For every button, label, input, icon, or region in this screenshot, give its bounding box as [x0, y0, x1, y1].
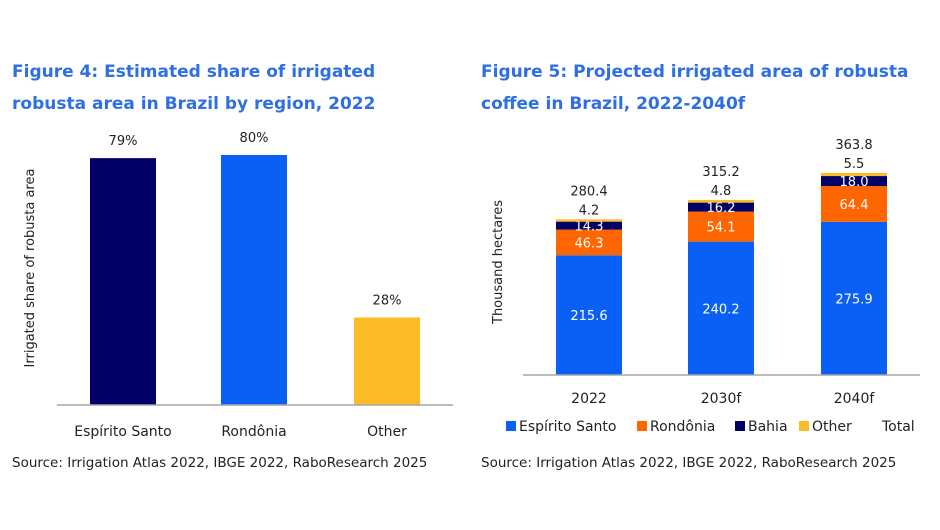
- figure-5-chart: Thousand hectares 215.6 46.314.3 4.2 280.4 2…: [491, 138, 920, 435]
- data-label-other-2022: 4.2: [579, 203, 600, 218]
- data-label-rondonia-2030f: 54.1: [707, 221, 736, 236]
- data-label-rondonia-2040f: 64.4: [840, 198, 869, 213]
- bar-espirito-santo: [90, 158, 156, 405]
- legend-label-rondonia: Rondônia: [650, 419, 715, 435]
- bar-segment-bahia-2040f: [821, 176, 887, 187]
- bar-segment-rondonia-2030f: [688, 211, 754, 242]
- data-label-espirito-santo-2022: 215.6: [570, 309, 607, 324]
- legend-swatch-rondonia: [637, 421, 647, 431]
- figure-4-title: Figure 4: Estimated share of irrigated r…: [12, 62, 376, 114]
- legend-label-bahia: Bahia: [748, 419, 788, 435]
- x-tick-label-2030f: 2030f: [701, 391, 743, 407]
- data-label-espirito-santo-2040f: 275.9: [835, 292, 872, 307]
- bar-other: [354, 317, 420, 405]
- x-tick-label-2040f: 2040f: [834, 391, 876, 407]
- data-label-bahia-2040f: 18.0: [840, 175, 869, 190]
- y-axis-label: Thousand hectares: [491, 200, 506, 325]
- bar-segment-espirito-santo-2040f: [821, 221, 887, 375]
- x-tick-label-2022: 2022: [571, 391, 607, 407]
- bar-rondonia: [221, 155, 287, 405]
- bar-segment-rondonia-2040f: [821, 186, 887, 222]
- y-axis-label: Irrigated share of robusta area: [23, 169, 38, 368]
- x-tick-label-other: Other: [367, 424, 407, 440]
- bar-segment-other-2040f: [821, 173, 887, 177]
- bar-segment-bahia-2030f: [688, 202, 754, 212]
- figure-4-chart: Irrigated share of robusta area 79% Espír…: [23, 131, 453, 440]
- legend-swatch-espirito-santo: [506, 421, 516, 431]
- data-label-bahia-2030f: 16.2: [707, 201, 736, 216]
- data-label-other-2030f: 4.8: [711, 184, 732, 199]
- figure-4-source: Source: Irrigation Atlas 2022, IBGE 2022…: [12, 455, 428, 471]
- bar-segment-espirito-santo-2022: [556, 255, 622, 375]
- total-label-2040f: 363.8: [835, 138, 872, 153]
- legend-swatch-bahia: [735, 421, 745, 431]
- data-label-other: 28%: [373, 294, 402, 309]
- bar-segment-other-2022: [556, 219, 622, 222]
- data-label-espirito-santo: 79%: [109, 134, 138, 149]
- bar-segment-rondonia-2022: [556, 229, 622, 256]
- legend-swatch-other: [799, 421, 809, 431]
- bar-segment-bahia-2022: [556, 221, 622, 230]
- legend-label-other: Other: [812, 419, 852, 435]
- data-label-bahia-2022: 14.3: [575, 220, 604, 235]
- x-tick-label-rondonia: Rondônia: [221, 424, 286, 440]
- bar-segment-other-2030f: [688, 199, 754, 203]
- x-tick-label-espirito-santo: Espírito Santo: [74, 424, 171, 440]
- figure-5-source: Source: Irrigation Atlas 2022, IBGE 2022…: [481, 455, 897, 471]
- data-label-rondonia-2022: 46.3: [575, 236, 604, 251]
- bar-segment-espirito-santo-2030f: [688, 241, 754, 375]
- data-label-rondonia: 80%: [240, 131, 269, 146]
- legend-label-total: Total: [881, 419, 915, 435]
- total-label-2030f: 315.2: [702, 165, 739, 180]
- data-label-espirito-santo-2030f: 240.2: [702, 302, 739, 317]
- legend-label-espirito-santo: Espírito Santo: [519, 419, 616, 435]
- figure-5-title: Figure 5: Projected irrigated area of ro…: [481, 62, 909, 114]
- data-label-other-2040f: 5.5: [844, 157, 865, 172]
- total-label-2022: 280.4: [570, 184, 607, 199]
